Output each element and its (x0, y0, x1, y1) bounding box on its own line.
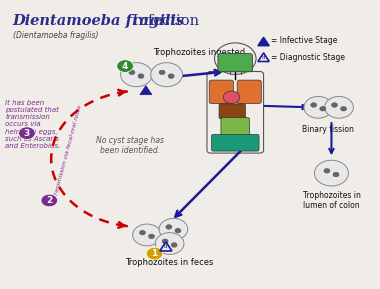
Circle shape (120, 63, 152, 87)
Text: d: d (164, 244, 168, 249)
FancyBboxPatch shape (237, 80, 261, 103)
Polygon shape (258, 37, 269, 46)
Text: 1: 1 (151, 249, 158, 258)
Circle shape (162, 239, 168, 244)
Circle shape (155, 233, 184, 254)
Circle shape (331, 103, 337, 107)
Text: = Diagnostic Stage: = Diagnostic Stage (271, 53, 345, 62)
Circle shape (325, 97, 353, 118)
Circle shape (168, 74, 174, 78)
Circle shape (311, 103, 317, 107)
Circle shape (139, 230, 146, 235)
Circle shape (166, 225, 172, 229)
Text: Infection: Infection (128, 14, 199, 28)
Text: Trophozoites in
lumen of colon: Trophozoites in lumen of colon (302, 191, 360, 210)
Circle shape (320, 106, 326, 111)
Polygon shape (140, 86, 152, 95)
Circle shape (171, 243, 177, 247)
FancyBboxPatch shape (212, 134, 259, 151)
Text: No cyst stage has
been identified.: No cyst stage has been identified. (96, 136, 164, 155)
FancyBboxPatch shape (218, 53, 253, 72)
Text: (Dientamoeba fragilis): (Dientamoeba fragilis) (13, 32, 98, 40)
Text: Dientamoeba fragilis: Dientamoeba fragilis (13, 14, 185, 28)
Circle shape (159, 218, 188, 240)
Text: = Infective Stage: = Infective Stage (271, 36, 337, 45)
Circle shape (333, 172, 339, 177)
Circle shape (117, 60, 133, 72)
Circle shape (41, 194, 58, 207)
FancyBboxPatch shape (209, 80, 233, 103)
Circle shape (129, 70, 135, 75)
Text: d: d (262, 55, 265, 60)
Text: Trophozoites in feces: Trophozoites in feces (125, 258, 214, 267)
Circle shape (146, 247, 163, 260)
Circle shape (324, 168, 330, 173)
Text: 2: 2 (46, 196, 52, 205)
Text: It has been
postulated that
transmission
occurs via
helminth eggs,
such as Ascar: It has been postulated that transmission… (5, 100, 60, 149)
FancyBboxPatch shape (221, 118, 250, 135)
FancyBboxPatch shape (219, 104, 245, 119)
Circle shape (315, 160, 348, 186)
Circle shape (340, 106, 347, 111)
Circle shape (149, 234, 155, 239)
Circle shape (151, 63, 182, 87)
Circle shape (159, 70, 165, 75)
Circle shape (223, 91, 240, 103)
Circle shape (138, 74, 144, 78)
Circle shape (19, 127, 35, 140)
Circle shape (304, 97, 332, 118)
Text: Binary fission: Binary fission (302, 125, 354, 134)
Text: Transmission via fecal-oral route: Transmission via fecal-oral route (53, 105, 83, 199)
Circle shape (133, 224, 162, 246)
Text: 3: 3 (24, 129, 30, 138)
Text: 4: 4 (122, 62, 128, 71)
Text: Trophozoites ingested: Trophozoites ingested (154, 48, 245, 57)
Circle shape (175, 228, 181, 233)
